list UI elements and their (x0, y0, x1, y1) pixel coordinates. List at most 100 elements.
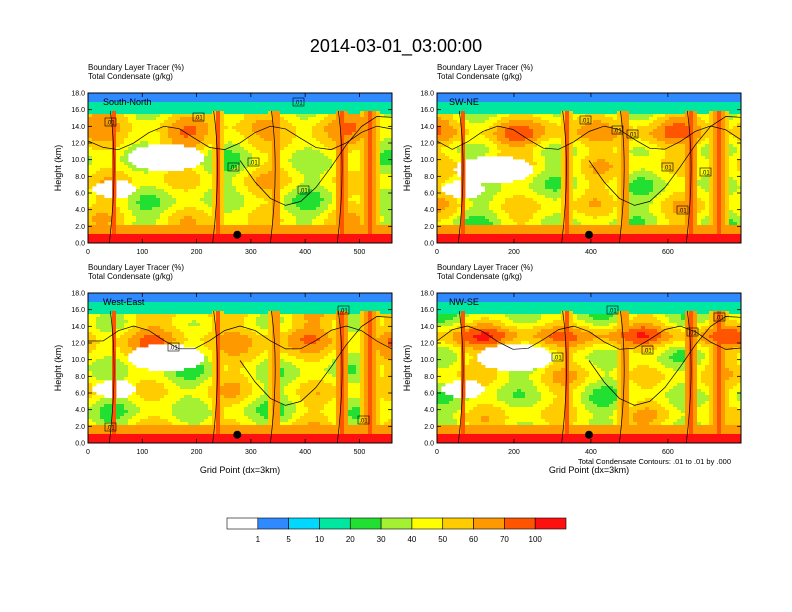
panel-header-line: Boundary Layer Tracer (%) (437, 263, 533, 272)
x-tick-label: 0 (435, 449, 439, 456)
colorbar-label: 30 (377, 535, 386, 544)
contour-label-box (192, 112, 205, 122)
y-tick-label: 18.0 (420, 291, 434, 298)
contour-label-box (661, 162, 674, 172)
x-tick-label: 600 (662, 449, 674, 456)
x-tick-label: 0 (435, 249, 439, 256)
y-tick-label: 2.0 (424, 224, 434, 231)
y-tick-label: 6.0 (424, 191, 434, 198)
contour-label: .01 (294, 101, 303, 107)
y-tick-label: 0.0 (424, 241, 434, 248)
contour-label: .01 (643, 349, 652, 355)
colorbar-swatch (380, 517, 413, 530)
colorbar-label: 10 (315, 535, 324, 544)
panel-name: South-North (103, 97, 152, 107)
contour-label-box (699, 167, 712, 177)
panel-header-line: Total Condensate (g/kg) (437, 272, 522, 281)
colorbar-swatch (504, 517, 536, 530)
y-tick-label: 12.0 (420, 141, 434, 148)
y-tick-label: 14.0 (71, 124, 85, 131)
panel-name: SW-NE (449, 97, 479, 107)
contour-label-box (606, 305, 619, 315)
panels: Boundary Layer Tracer (%)Total Condensat… (53, 63, 742, 475)
condensate-contours (88, 110, 392, 243)
x-tick-label: 200 (191, 249, 203, 256)
figure-title: 2014-03-01_03:00:00 (310, 36, 482, 57)
y-tick-label: 10.0 (71, 357, 85, 364)
contour-label-box (713, 312, 726, 322)
y-tick-label: 16.0 (420, 107, 434, 114)
plot-frame (436, 92, 742, 244)
y-tick-label: 12.0 (420, 341, 434, 348)
contour-label: .01 (688, 331, 697, 337)
x-tick-label: 400 (299, 449, 311, 456)
contour-label: .01 (628, 133, 637, 139)
panel-header-line: Boundary Layer Tracer (%) (88, 63, 184, 72)
contour-label-box (611, 125, 624, 135)
contour-label: .01 (169, 346, 178, 352)
plot-frame (87, 292, 393, 444)
colorbar-label: 5 (286, 535, 291, 544)
contour-label: .01 (581, 119, 590, 125)
contour-footnote: Total Condensate Contours: .01 to .01 by… (578, 457, 731, 466)
colorbar-swatch (442, 517, 474, 530)
panel-sw-ne: Boundary Layer Tracer (%)Total Condensat… (402, 63, 742, 256)
x-axis-label: Grid Point (dx=3km) (549, 465, 629, 475)
contour-label: .01 (229, 166, 238, 172)
colorbar-label: 70 (500, 535, 509, 544)
contour-label-box (337, 305, 350, 315)
colorbar-swatch (257, 517, 289, 530)
x-tick-label: 100 (136, 449, 148, 456)
contour-label-box (686, 327, 699, 337)
x-tick-label: 200 (508, 249, 520, 256)
panel-west-east: Boundary Layer Tracer (%)Total Condensat… (53, 263, 393, 475)
x-tick-label: 400 (585, 249, 597, 256)
colorbar-label: 100 (529, 535, 543, 544)
y-tick-label: 18.0 (71, 291, 85, 298)
colorbar-label: 1 (256, 535, 261, 544)
y-tick-label: 8.0 (424, 374, 434, 381)
location-marker (233, 430, 242, 439)
contour-label: .01 (339, 309, 348, 315)
panel-header-line: Total Condensate (g/kg) (437, 72, 522, 81)
y-tick-label: 10.0 (420, 157, 434, 164)
location-marker (233, 230, 242, 239)
y-tick-label: 4.0 (424, 407, 434, 414)
contour-label: .01 (359, 419, 368, 425)
plot-frame (436, 292, 742, 444)
x-tick-label: 0 (86, 449, 90, 456)
panel-header-line: Boundary Layer Tracer (%) (437, 63, 533, 72)
y-tick-label: 8.0 (75, 374, 85, 381)
y-tick-label: 4.0 (424, 207, 434, 214)
contour-label: .01 (678, 209, 687, 215)
x-tick-label: 200 (508, 449, 520, 456)
x-tick-label: 400 (299, 249, 311, 256)
colorbar-swatch (349, 517, 382, 530)
y-tick-label: 4.0 (75, 407, 85, 414)
y-tick-label: 14.0 (420, 324, 434, 331)
panel-header-line: Boundary Layer Tracer (%) (88, 263, 184, 272)
y-tick-label: 12.0 (71, 141, 85, 148)
y-tick-label: 14.0 (71, 324, 85, 331)
y-tick-label: 8.0 (424, 174, 434, 181)
contour-label-box (104, 117, 117, 127)
y-tick-label: 16.0 (71, 107, 85, 114)
colorbar-swatch (534, 517, 567, 530)
contour-label: .01 (613, 129, 622, 135)
panel-south-north: Boundary Layer Tracer (%)Total Condensat… (53, 63, 393, 256)
colorbar-swatch (319, 517, 351, 530)
tracer-field (437, 293, 741, 443)
contour-label-box (357, 415, 370, 425)
contour-label-box (297, 185, 310, 195)
y-tick-label: 16.0 (71, 307, 85, 314)
contour-label: .01 (608, 309, 617, 315)
panel-nw-se: Boundary Layer Tracer (%)Total Condensat… (402, 263, 742, 475)
y-tick-label: 6.0 (424, 391, 434, 398)
colorbar: 1 5 10 20 30 40 50 60 70 100 (226, 517, 567, 544)
tracer-field (437, 93, 741, 243)
contour-label-box (551, 352, 564, 362)
colorbar-swatch (226, 517, 259, 530)
x-tick-label: 500 (354, 449, 366, 456)
contour-label-box (676, 205, 689, 215)
